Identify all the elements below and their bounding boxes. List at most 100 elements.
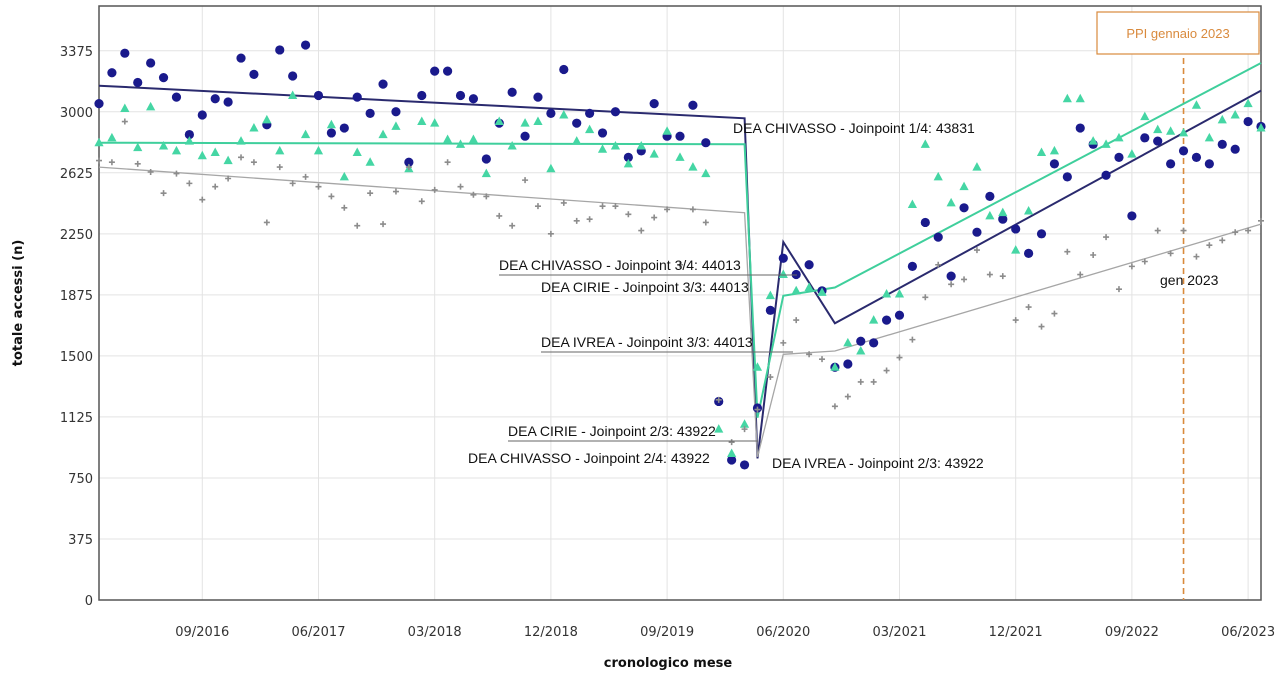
point-ivrea xyxy=(186,180,193,187)
point-cirie xyxy=(1140,111,1150,121)
point-ivrea xyxy=(935,261,942,268)
point-chivasso xyxy=(1204,159,1214,169)
y-tick-label: 2625 xyxy=(60,167,93,182)
x-tick-label: 09/2019 xyxy=(640,625,694,640)
point-chivasso xyxy=(998,214,1008,224)
point-cirie xyxy=(262,114,272,124)
point-chivasso xyxy=(275,45,285,55)
point-chivasso xyxy=(597,128,608,138)
point-ivrea xyxy=(689,206,696,213)
point-cirie xyxy=(714,424,724,433)
point-chivasso xyxy=(933,232,943,242)
point-chivasso xyxy=(623,152,633,162)
point-cirie xyxy=(236,136,246,145)
point-ivrea xyxy=(1232,229,1239,236)
point-chivasso xyxy=(972,227,982,237)
point-chivasso xyxy=(778,253,788,263)
x-axis-title: cronologico mese xyxy=(604,656,733,671)
point-chivasso xyxy=(455,90,466,101)
y-tick-label: 3000 xyxy=(60,106,93,121)
point-cirie xyxy=(1166,126,1176,135)
grid-lines xyxy=(99,6,1261,600)
y-tick-labels: 0 375 750 1125 1500 1875 2250 2625 3000 3375 xyxy=(60,45,93,609)
point-cirie xyxy=(1036,147,1047,156)
point-cirie xyxy=(765,290,775,300)
point-chivasso xyxy=(184,129,194,140)
point-cirie xyxy=(830,362,840,371)
point-chivasso xyxy=(430,66,440,76)
y-tick-label: 1875 xyxy=(60,289,93,304)
point-cirie xyxy=(597,144,608,153)
point-chivasso xyxy=(481,154,491,164)
point-chivasso xyxy=(378,79,388,89)
point-ivrea xyxy=(199,196,206,203)
annotation-a3: DEA CIRIE - Joinpoint 3/3: 44013 xyxy=(541,279,749,295)
y-tick-label: 0 xyxy=(85,594,93,609)
point-cirie xyxy=(1062,93,1072,103)
trend-lines xyxy=(98,62,1262,459)
point-cirie xyxy=(326,119,336,129)
point-ivrea xyxy=(973,247,980,254)
point-cirie xyxy=(662,126,672,135)
point-cirie xyxy=(443,134,453,143)
point-cirie xyxy=(778,269,788,279)
point-chivasso xyxy=(843,359,853,369)
point-chivasso xyxy=(133,77,143,88)
point-ivrea xyxy=(225,175,232,182)
point-ivrea xyxy=(819,356,826,363)
point-ivrea xyxy=(896,354,903,361)
point-chivasso xyxy=(326,128,336,138)
point-cirie xyxy=(727,448,737,458)
point-ivrea xyxy=(664,206,671,213)
point-ivrea xyxy=(522,177,529,184)
point-chivasso xyxy=(559,64,569,75)
point-chivasso xyxy=(365,108,375,119)
point-ivrea xyxy=(1193,253,1200,260)
point-chivasso xyxy=(1178,146,1189,156)
point-cirie xyxy=(468,134,479,143)
annotation-a2: DEA CHIVASSO - Joinpoint 3/4: 44013 xyxy=(499,257,741,273)
point-cirie xyxy=(288,90,298,100)
point-ivrea xyxy=(250,159,257,166)
point-chivasso xyxy=(443,66,453,76)
point-chivasso xyxy=(739,460,750,470)
point-cirie xyxy=(559,110,569,119)
point-chivasso xyxy=(920,217,930,228)
y-tick-label: 375 xyxy=(68,533,93,548)
point-ivrea xyxy=(1090,251,1097,258)
point-ivrea xyxy=(380,221,387,228)
point-chivasso xyxy=(1011,224,1021,234)
point-ivrea xyxy=(354,222,361,229)
point-cirie xyxy=(107,132,117,142)
point-ivrea xyxy=(677,261,683,268)
point-ivrea xyxy=(586,216,593,223)
point-cirie xyxy=(623,158,633,168)
point-ivrea xyxy=(1103,234,1110,241)
point-cirie xyxy=(430,118,440,127)
point-ivrea xyxy=(212,183,219,190)
point-cirie xyxy=(1243,98,1253,108)
point-chivasso xyxy=(585,108,595,119)
point-cirie xyxy=(158,140,169,150)
point-ivrea xyxy=(509,222,516,229)
point-chivasso xyxy=(249,69,259,79)
point-ivrea xyxy=(1141,258,1148,265)
point-cirie xyxy=(1075,93,1085,103)
point-chivasso xyxy=(313,90,324,101)
point-chivasso xyxy=(288,71,298,81)
point-ivrea xyxy=(599,203,606,210)
point-chivasso xyxy=(1140,133,1150,143)
point-cirie xyxy=(1178,127,1189,137)
point-ivrea xyxy=(1064,248,1071,255)
point-cirie xyxy=(649,149,659,158)
point-cirie xyxy=(378,129,388,139)
point-cirie xyxy=(391,121,401,130)
point-cirie xyxy=(1204,132,1214,142)
point-cirie xyxy=(636,140,646,150)
point-cirie xyxy=(313,145,324,155)
point-cirie xyxy=(843,337,853,347)
point-ivrea xyxy=(173,170,180,177)
reference-line-group: PPI gennaio 2023 gen 2023 xyxy=(1096,11,1260,600)
y-tick-label: 1125 xyxy=(60,411,93,426)
point-chivasso xyxy=(236,53,246,63)
